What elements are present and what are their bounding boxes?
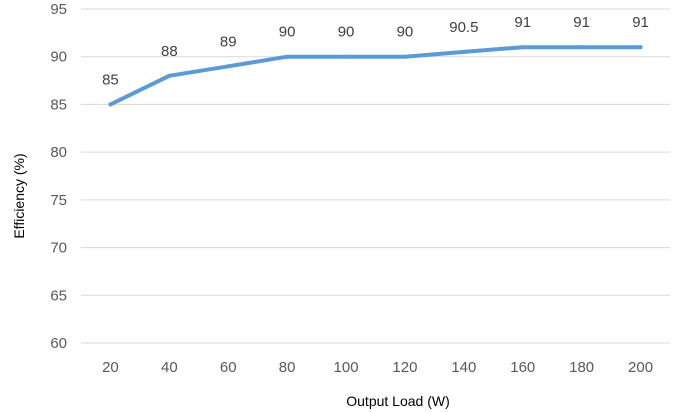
y-tick-label: 80	[50, 144, 67, 161]
data-labels: 85 88 89 90 90 90 90.5 91 91 91	[102, 14, 649, 88]
y-tick-label: 90	[50, 49, 67, 66]
y-tick-label: 75	[50, 192, 67, 209]
x-tick-labels: 20 40 60 80 100 120 140 160 180 200	[102, 359, 653, 376]
y-tick-label: 60	[50, 335, 67, 352]
x-tick-label: 180	[569, 359, 594, 376]
series-group	[108, 45, 643, 107]
data-label: 90.5	[449, 19, 478, 36]
x-tick-label: 140	[451, 359, 476, 376]
data-label: 90	[279, 24, 296, 41]
y-tick-label: 85	[50, 96, 67, 113]
data-point	[226, 64, 231, 69]
series-line	[108, 45, 643, 107]
data-point	[520, 45, 525, 50]
data-point	[461, 49, 466, 54]
data-label: 89	[220, 33, 237, 50]
data-label: 90	[338, 24, 355, 41]
y-tick-label: 65	[50, 287, 67, 304]
data-point	[108, 102, 113, 107]
x-tick-label: 160	[510, 359, 535, 376]
data-point	[344, 54, 349, 59]
x-tick-label: 100	[334, 359, 359, 376]
data-point	[285, 54, 290, 59]
x-tick-label: 120	[392, 359, 417, 376]
y-tick-labels: 60 65 70 75 80 85 90 95	[50, 1, 67, 352]
data-label: 88	[161, 43, 178, 60]
data-point	[579, 45, 584, 50]
y-axis-title: Efficiency (%)	[11, 153, 27, 238]
x-tick-label: 40	[161, 359, 178, 376]
x-tick-label: 200	[628, 359, 653, 376]
data-label: 91	[573, 14, 590, 31]
y-tick-label: 95	[50, 1, 67, 18]
data-label: 91	[514, 14, 531, 31]
x-tick-label: 60	[220, 359, 237, 376]
data-label: 91	[632, 14, 649, 31]
data-point	[402, 54, 407, 59]
x-tick-label: 20	[102, 359, 119, 376]
x-tick-label: 80	[279, 359, 296, 376]
y-tick-label: 70	[50, 240, 67, 257]
data-label: 85	[102, 71, 119, 88]
x-axis-title: Output Load (W)	[346, 393, 450, 409]
data-point	[167, 73, 172, 78]
gridlines	[81, 8, 670, 344]
data-point	[638, 45, 643, 50]
data-label: 90	[397, 24, 414, 41]
